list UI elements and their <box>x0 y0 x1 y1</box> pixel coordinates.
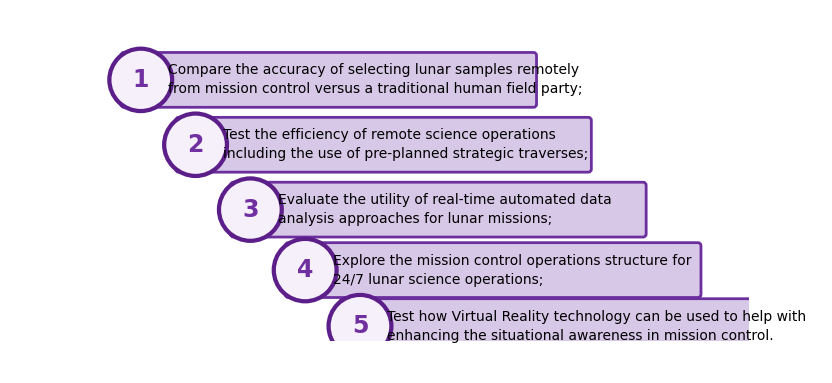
Circle shape <box>107 47 174 113</box>
Circle shape <box>276 241 334 299</box>
Text: 3: 3 <box>242 198 259 222</box>
Text: 4: 4 <box>297 258 314 282</box>
Circle shape <box>221 180 280 239</box>
Text: Test how Virtual Reality technology can be used to help with
enhancing the situa: Test how Virtual Reality technology can … <box>388 309 806 343</box>
Text: Test the efficiency of remote science operations
including the use of pre-planne: Test the efficiency of remote science op… <box>223 128 588 161</box>
Circle shape <box>162 111 229 178</box>
FancyBboxPatch shape <box>340 299 755 354</box>
Circle shape <box>111 51 170 109</box>
FancyBboxPatch shape <box>121 52 537 107</box>
Text: 1: 1 <box>132 68 149 92</box>
Text: Evaluate the utility of real-time automated data
analysis approaches for lunar m: Evaluate the utility of real-time automa… <box>278 193 612 226</box>
Circle shape <box>166 116 225 174</box>
Circle shape <box>326 293 394 359</box>
Circle shape <box>272 237 339 303</box>
Text: 2: 2 <box>187 133 204 157</box>
Circle shape <box>217 176 284 243</box>
FancyBboxPatch shape <box>285 243 701 298</box>
FancyBboxPatch shape <box>230 182 646 237</box>
Circle shape <box>330 297 389 355</box>
FancyBboxPatch shape <box>176 117 592 172</box>
Text: 5: 5 <box>352 314 369 338</box>
Text: Compare the accuracy of selecting lunar samples remotely
from mission control ve: Compare the accuracy of selecting lunar … <box>168 64 582 97</box>
Text: Explore the mission control operations structure for
24/7 lunar science operatio: Explore the mission control operations s… <box>333 254 691 286</box>
